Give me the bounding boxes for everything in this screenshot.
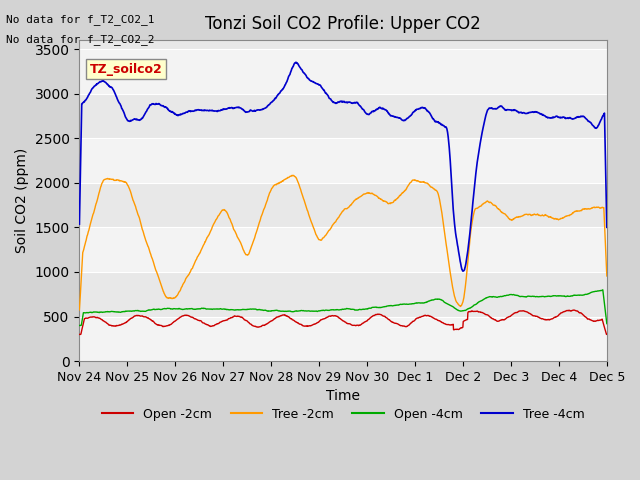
Text: No data for f_T2_CO2_1: No data for f_T2_CO2_1 (6, 14, 155, 25)
X-axis label: Time: Time (326, 389, 360, 403)
Bar (79, 183, 607, 228)
Bar (79, 272, 607, 316)
Legend: Open -2cm, Tree -2cm, Open -4cm, Tree -4cm: Open -2cm, Tree -2cm, Open -4cm, Tree -4… (97, 403, 589, 425)
Text: No data for f_T2_CO2_2: No data for f_T2_CO2_2 (6, 34, 155, 45)
Text: TZ_soilco2: TZ_soilco2 (90, 62, 163, 75)
Bar (79, 94, 607, 138)
Bar (79, 228, 607, 272)
Y-axis label: Soil CO2 (ppm): Soil CO2 (ppm) (15, 148, 29, 253)
Title: Tonzi Soil CO2 Profile: Upper CO2: Tonzi Soil CO2 Profile: Upper CO2 (205, 15, 481, 33)
Bar (79, 49, 607, 94)
Bar (79, 316, 607, 361)
Bar (79, 138, 607, 183)
